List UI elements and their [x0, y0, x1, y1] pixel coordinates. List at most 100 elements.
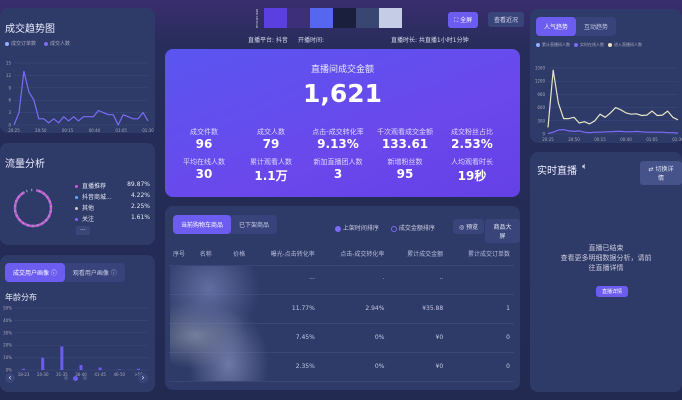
kpi-item: 人均观看时长 19秒 [451, 158, 493, 183]
kpi-item: 成交人数 79 [257, 128, 285, 151]
prev-button[interactable]: ‹ [5, 373, 15, 383]
kpi-item: 累计观看人数 1.1万 [250, 158, 292, 183]
x-tick-label: 20:50 [35, 128, 47, 133]
y-tick-label: 3 [8, 110, 11, 115]
age-bar [60, 346, 64, 370]
x-tick-label: 20:50 [568, 137, 580, 142]
x-tick-label: 20:25 [542, 137, 554, 142]
y-tick-label: 12 [6, 73, 12, 78]
table-cell: 1 [447, 294, 514, 324]
x-tick-label: 01:30 [672, 137, 682, 142]
trend-card: 成交趋势图 成交订单数 成交人数 15 12 9 6 3 0 20:25 20:50 00:15… [0, 8, 155, 133]
x-tick-label: 01:30 [142, 128, 154, 133]
tab-deal-users[interactable]: 成交用户画像 ⓘ [5, 263, 65, 282]
x-tick-label: 00:40 [89, 128, 101, 133]
age-bar [98, 367, 102, 370]
kpi-title: 直播间成交金额 [310, 65, 374, 75]
swatch-label: RED DESIGN [255, 9, 259, 28]
table-cell: 0 [447, 323, 514, 353]
table-cell: ¥0 [388, 352, 448, 382]
live-detail-button[interactable]: 直播详情 [596, 286, 629, 297]
traffic-item: 关注 1.61% [75, 214, 150, 225]
table-cell: 0% [318, 323, 389, 353]
age-bar [117, 369, 121, 370]
tab-current-products[interactable]: 当前购物车商品 [173, 215, 232, 234]
age-bar [136, 368, 140, 370]
kpi-main-value: 1,621 [302, 79, 383, 108]
series-line [13, 70, 149, 126]
sort-by-time-radio[interactable]: 上架时间排序 [335, 223, 379, 232]
age-bar [79, 365, 83, 370]
x-tick-label: 24-30 [37, 372, 49, 377]
table-cell: 0% [318, 352, 389, 382]
tab-removed-products[interactable]: 已下架商品 [239, 222, 270, 229]
column-header: 点击-成交转化率 [318, 243, 389, 266]
popularity-tabs: 人气趋势 互动趋势 [536, 17, 617, 36]
age-bar [22, 368, 26, 370]
color-swatch [310, 8, 333, 28]
kpi-item: 成交件数 96 [190, 128, 218, 151]
x-tick-label: 20:25 [8, 128, 20, 133]
y-tick-label: 20% [3, 343, 12, 348]
y-tick-label: 900 [537, 92, 545, 97]
next-button[interactable]: › [138, 373, 148, 383]
preview-button[interactable]: ◎ 预览 [453, 219, 485, 234]
traffic-more-button[interactable]: ··· [76, 226, 90, 235]
product-tabs: 当前购物车商品 已下架商品 [173, 215, 278, 234]
x-tick-label: 00:15 [62, 128, 74, 133]
switch-detail-button[interactable]: ⇄ 切换详情 [640, 161, 682, 185]
column-header: 曝光-点击转化率 [249, 243, 319, 266]
y-tick-label: 6 [8, 98, 11, 103]
table-cell: 0 [447, 352, 514, 382]
column-header: 名称 [195, 243, 223, 266]
trend-chart: 15 12 9 6 3 020:25 20:50 00:15 00:40 01:05 01:30 [6, 61, 154, 134]
y-tick-label: 1500 [535, 66, 546, 71]
trend-title: 成交趋势图 [5, 24, 55, 35]
tab-popularity[interactable]: 人气趋势 [536, 17, 577, 36]
mute-icon[interactable]: 🔈︎ [582, 162, 588, 172]
traffic-legend: 直播推荐 89.87% 抖音商城... 4.22% 其他 2.25% 关注 1.61% [75, 181, 150, 225]
x-tick-label: 31-35 [56, 372, 68, 377]
age-bar [41, 357, 45, 370]
traffic-title: 流量分析 [5, 159, 45, 170]
kpi-item: 平均在线人数 30 [183, 158, 225, 181]
age-subtitle: 年龄分布 [5, 293, 37, 302]
series-line [547, 69, 679, 128]
platform-text: 直播平台: 抖音 [248, 37, 288, 44]
product-screen-button[interactable]: 商品大屏 [485, 219, 520, 243]
kpi-item: 点击-成交转化率 9.13% [312, 128, 364, 151]
age-chart: 50% 40% 30% 20% 10% 0% 18-23 24-30 31-35 36-40 41-… [3, 306, 148, 377]
x-tick-label: 01:05 [115, 128, 127, 133]
table-cell [447, 265, 514, 295]
traffic-item: 直播推荐 89.87% [75, 181, 150, 192]
traffic-item: 抖音商城... 4.22% [75, 192, 150, 203]
color-swatches [264, 8, 402, 28]
tab-watch-users[interactable]: 观看用户画像 ⓘ [72, 270, 117, 277]
column-header: 序号 [169, 243, 196, 266]
y-tick-label: 1200 [535, 79, 546, 84]
y-tick-label: 300 [537, 118, 545, 123]
kpi-item: 新增粉丝数 95 [387, 158, 423, 181]
start-time-text: 开播时间: [298, 37, 325, 44]
fullscreen-button[interactable]: ⛶ 全屏 [448, 12, 479, 28]
kpi-item: 成交粉丝占比 2.53% [451, 128, 493, 151]
y-tick-label: 0% [6, 368, 13, 373]
y-tick-label: 0 [542, 132, 545, 137]
table-cell: ¥35.88 [388, 294, 448, 324]
popularity-legend: 累计直播间人数 实时在线人数 进入直播间人数 [536, 42, 642, 48]
live-ended-message: 直播已结束 查看更多明细数据分析，请前 往直播详情 [560, 244, 652, 272]
sort-by-amount-radio[interactable]: 成交金额排序 [391, 223, 435, 232]
kpi-card: 直播间成交金额 1,621 成交件数 96 成交人数 79 点击-成交转化率 9.13% 千… [165, 49, 520, 197]
color-swatch [379, 8, 402, 28]
trend-legend: 成交订单数 成交人数 [5, 40, 70, 47]
live-card: 实时直播 🔈︎ ⇄ 切换详情 直播已结束 查看更多明细数据分析，请前 往直播详情 直… [530, 152, 682, 392]
tab-interaction[interactable]: 互动趋势 [584, 24, 609, 31]
review-button[interactable]: 查看近况 [488, 12, 525, 27]
color-swatch [287, 8, 310, 28]
portrait-card: 成交用户画像 ⓘ 观看用户画像 ⓘ 年龄分布 50% 40% 30% 20% 10% 0%… [0, 255, 155, 392]
table-cell: 2.94% [318, 294, 389, 324]
table-cell: ¥0 [388, 323, 448, 353]
pager-dots[interactable] [64, 376, 87, 381]
products-card: 当前购物车商品 已下架商品 上架时间排序 成交金额排序 ◎ 预览 商品大屏 序号… [165, 206, 520, 390]
kpi-item: 新加直播团人数 3 [313, 158, 363, 181]
